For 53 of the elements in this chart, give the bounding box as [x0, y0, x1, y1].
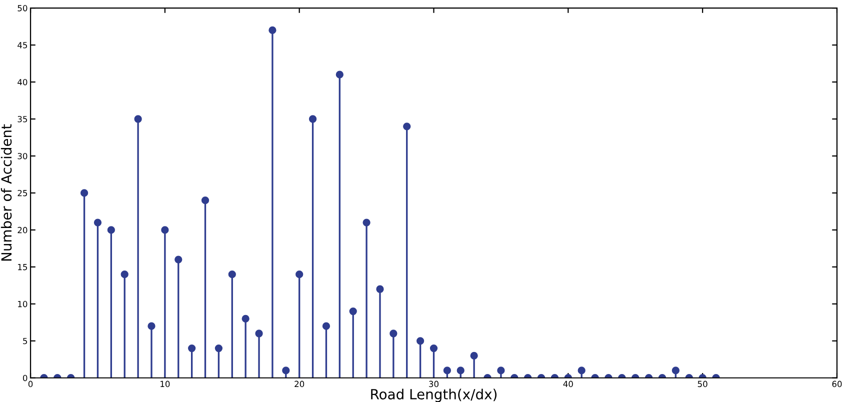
- point: [214, 344, 223, 352]
- y-tick-label: 15: [18, 264, 28, 270]
- y-tick-label: 10: [18, 300, 28, 308]
- point: [443, 366, 452, 374]
- point: [120, 270, 128, 278]
- point: [403, 122, 411, 130]
- point: [268, 26, 276, 34]
- point: [296, 270, 304, 278]
- point: [188, 344, 196, 352]
- point: [376, 285, 384, 293]
- point: [456, 366, 464, 374]
- x-axis-title: Road Length(x/dx): [371, 388, 497, 402]
- x-tick-label: 30: [429, 380, 438, 388]
- point: [255, 330, 263, 338]
- point: [134, 115, 142, 123]
- x-tick-label: 50: [698, 380, 708, 388]
- point: [148, 322, 156, 330]
- point: [362, 218, 370, 226]
- point: [308, 115, 317, 123]
- y-tick-label: 5: [23, 338, 28, 344]
- x-tick-label: 10: [160, 380, 170, 388]
- y-tick-label: 25: [18, 190, 28, 196]
- point: [336, 70, 344, 78]
- point: [282, 366, 290, 374]
- x-tick-label: 20: [294, 380, 304, 388]
- y-tick-label: 20: [18, 226, 28, 234]
- point: [470, 352, 478, 360]
- point: [497, 366, 505, 374]
- x-tick-label: 60: [832, 380, 842, 388]
- y-axis-title: Number of Accident: [0, 124, 12, 261]
- y-tick-label: 0: [23, 374, 28, 382]
- point: [161, 226, 169, 234]
- point: [201, 196, 210, 204]
- point: [390, 330, 398, 338]
- point: [242, 314, 250, 323]
- y-tick-label: 40: [18, 78, 28, 86]
- point: [672, 366, 680, 374]
- point: [107, 226, 115, 234]
- y-tick-label: 30: [18, 152, 28, 160]
- x-tick-label: 40: [563, 380, 573, 388]
- point: [80, 189, 88, 197]
- point: [430, 344, 438, 352]
- point: [416, 337, 424, 345]
- point: [349, 307, 357, 316]
- y-tick-label: 35: [18, 116, 28, 122]
- y-tick-label: 50: [18, 5, 28, 12]
- point: [228, 270, 236, 278]
- point: [322, 322, 330, 330]
- y-tick-label: 45: [18, 42, 28, 48]
- point: [174, 256, 182, 264]
- point: [578, 366, 586, 374]
- x-tick-label: 0: [28, 380, 33, 388]
- point: [94, 218, 102, 226]
